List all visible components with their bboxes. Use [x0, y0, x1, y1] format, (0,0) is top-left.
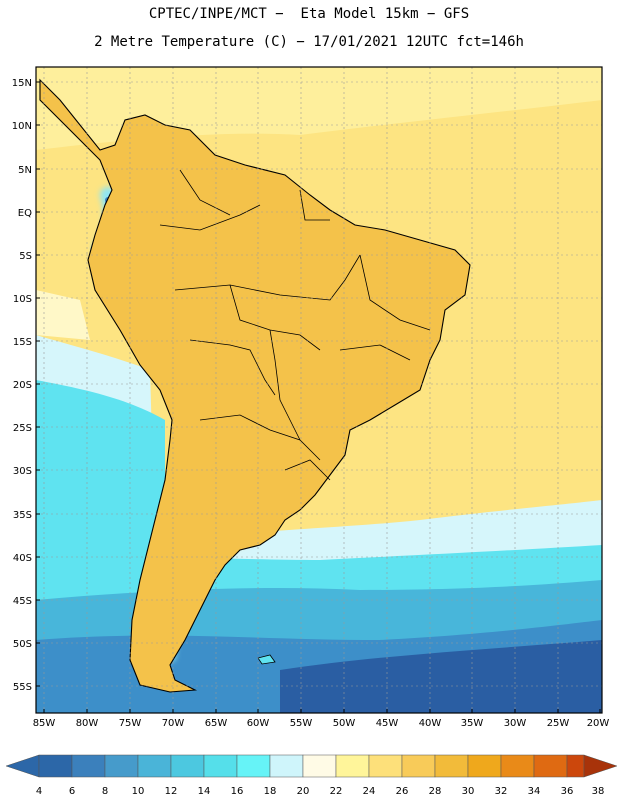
southern-deep-band: [280, 640, 602, 713]
lat-label-25s: 25S: [13, 423, 32, 434]
lat-label-10s: 10S: [13, 294, 32, 305]
colorbar-left-arrow: [5, 754, 40, 778]
colorbar-label-14: 14: [198, 786, 211, 797]
colorbar-label-22: 22: [330, 786, 343, 797]
colorbar-swatch-36-38: [566, 754, 585, 778]
lat-label-15s: 15S: [13, 337, 32, 348]
colorbar-swatch-20-22: [302, 754, 337, 778]
lat-label-45s: 45S: [13, 596, 32, 607]
colorbar-label-4: 4: [36, 786, 42, 797]
lat-label-15n: 15N: [12, 78, 32, 89]
colorbar-label-16: 16: [231, 786, 244, 797]
colorbar-swatch-28-30: [434, 754, 469, 778]
falkland-islands: [257, 654, 276, 665]
coastal-warm-band: [36, 290, 90, 340]
colorbar-swatch-4-6: [38, 754, 73, 778]
lon-label-45w: 45W: [376, 718, 399, 729]
colorbar-label-6: 6: [69, 786, 75, 797]
map-title-line2: 2 Metre Temperature (C) − 17/01/2021 12U…: [94, 34, 524, 50]
temperature-field: [36, 67, 602, 713]
colorbar-label-32: 32: [495, 786, 508, 797]
colorbar-label-10: 10: [132, 786, 145, 797]
lon-label-85w: 85W: [33, 718, 56, 729]
colorbar-label-26: 26: [396, 786, 409, 797]
lat-label-10n: 10N: [12, 121, 32, 132]
lon-label-75w: 75W: [119, 718, 142, 729]
colorbar-label-20: 20: [297, 786, 310, 797]
map-title-line1: CPTEC/INPE/MCT − Eta Model 15km − GFS: [148, 6, 470, 22]
lon-label-55w: 55W: [290, 718, 313, 729]
lat-label-50s: 50S: [13, 639, 32, 650]
colorbar: [5, 754, 618, 778]
colorbar-swatch-26-28: [401, 754, 436, 778]
lon-label-25w: 25W: [547, 718, 570, 729]
lon-label-20w: 20W: [587, 718, 610, 729]
colorbar-swatch-22-24: [335, 754, 370, 778]
lat-label-20s: 20S: [13, 380, 32, 391]
colorbar-right-arrow: [583, 754, 618, 778]
lat-label-40s: 40S: [13, 553, 32, 564]
colorbar-swatch-34-36: [533, 754, 568, 778]
lon-label-30w: 30W: [504, 718, 527, 729]
lon-label-70w: 70W: [162, 718, 185, 729]
colorbar-swatch-12-14: [170, 754, 205, 778]
colorbar-label-24: 24: [363, 786, 376, 797]
lon-label-50w: 50W: [333, 718, 356, 729]
lon-label-65w: 65W: [205, 718, 228, 729]
colorbar-label-8: 8: [102, 786, 108, 797]
plot-frame: [35, 66, 603, 714]
colorbar-swatch-32-34: [500, 754, 535, 778]
colorbar-label-28: 28: [429, 786, 442, 797]
lon-label-80w: 80W: [76, 718, 99, 729]
colorbar-swatch-18-20: [269, 754, 304, 778]
lat-label-5s: 5S: [19, 251, 32, 262]
colorbar-swatch-24-26: [368, 754, 403, 778]
graticule: [36, 67, 602, 713]
colorbar-swatch-14-16: [203, 754, 238, 778]
continent-landmass: [39, 79, 471, 693]
colorbar-label-36: 36: [561, 786, 574, 797]
colorbar-swatch-30-32: [467, 754, 502, 778]
country-borders: [159, 169, 431, 481]
lat-label-55s: 55S: [13, 682, 32, 693]
lat-label-35s: 35S: [13, 510, 32, 521]
colorbar-label-34: 34: [528, 786, 541, 797]
colorbar-swatch-10-12: [137, 754, 172, 778]
colorbar-label-18: 18: [264, 786, 277, 797]
lon-label-40w: 40W: [419, 718, 442, 729]
colorbar-label-38: 38: [592, 786, 605, 797]
lat-label-eq: EQ: [18, 208, 32, 219]
colorbar-label-12: 12: [165, 786, 178, 797]
colorbar-swatch-8-10: [104, 754, 139, 778]
lat-label-30s: 30S: [13, 466, 32, 477]
lon-label-60w: 60W: [247, 718, 270, 729]
lon-label-35w: 35W: [461, 718, 484, 729]
colorbar-swatch-16-18: [236, 754, 271, 778]
colorbar-label-30: 30: [462, 786, 475, 797]
colorbar-swatch-6-8: [71, 754, 106, 778]
lat-label-5n: 5N: [18, 165, 32, 176]
